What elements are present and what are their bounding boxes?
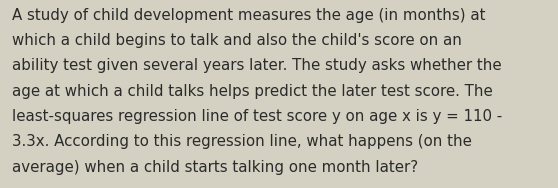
Text: average) when a child starts talking one month later?: average) when a child starts talking one… [12, 160, 418, 175]
Text: A study of child development measures the age (in months) at: A study of child development measures th… [12, 8, 486, 23]
Text: which a child begins to talk and also the child's score on an: which a child begins to talk and also th… [12, 33, 462, 48]
Text: 3.3x. According to this regression line, what happens (on the: 3.3x. According to this regression line,… [12, 134, 472, 149]
Text: age at which a child talks helps predict the later test score. The: age at which a child talks helps predict… [12, 84, 493, 99]
Text: ability test given several years later. The study asks whether the: ability test given several years later. … [12, 58, 502, 73]
Text: least-squares regression line of test score y on age x is y = 110 -: least-squares regression line of test sc… [12, 109, 503, 124]
